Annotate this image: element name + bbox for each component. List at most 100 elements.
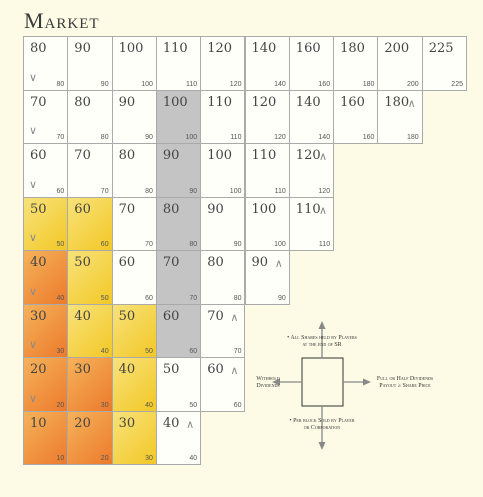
cell-value: 90 bbox=[278, 294, 286, 302]
cell-value: 200 bbox=[407, 80, 419, 88]
cell-price: 100 bbox=[118, 41, 144, 56]
legend-down-text: • Per block Sold by Player or Corporation bbox=[289, 418, 355, 431]
cell-value: 40 bbox=[100, 348, 109, 355]
market-cell: 180 180 ∧ bbox=[377, 89, 423, 144]
cell-value: 60 bbox=[189, 348, 198, 355]
cell-price: 90 bbox=[251, 255, 269, 270]
cell-price: 80 bbox=[30, 41, 47, 56]
market-cell: 120 120 bbox=[244, 89, 290, 144]
cell-price: 100 bbox=[251, 201, 277, 217]
market-cell: 60 60 ∨ bbox=[23, 143, 69, 198]
arrow-down-icon: ∨ bbox=[29, 338, 38, 351]
cell-price: 20 bbox=[74, 415, 91, 431]
cell-value: 80 bbox=[145, 187, 153, 195]
market-cell: 20 20 bbox=[67, 410, 113, 465]
arrow-down-icon: ∨ bbox=[29, 231, 38, 244]
arrow-up-icon: ∧ bbox=[319, 150, 328, 163]
cell-price: 70 bbox=[30, 94, 47, 110]
market-cell: 40 40 ∨ bbox=[23, 250, 69, 305]
market-cell: 30 30 ∨ bbox=[23, 303, 69, 358]
cell-price: 80 bbox=[162, 201, 180, 217]
cell-value: 40 bbox=[145, 401, 153, 409]
cell-value: 80 bbox=[100, 134, 109, 141]
market-cell: 30 30 bbox=[111, 410, 157, 465]
market-cell: 70 70 bbox=[155, 250, 202, 305]
cell-value: 60 bbox=[100, 241, 109, 248]
market-cell: 90 90 ∧ bbox=[244, 250, 290, 305]
cell-price: 110 bbox=[295, 201, 321, 217]
cell-value: 30 bbox=[145, 455, 153, 462]
cell-value: 110 bbox=[230, 134, 242, 141]
legend-arrow-down-head bbox=[318, 442, 326, 450]
cell-price: 60 bbox=[74, 201, 91, 217]
cell-price: 110 bbox=[207, 94, 233, 110]
market-cell: 160 160 bbox=[333, 89, 379, 144]
arrow-up-icon: ∧ bbox=[274, 257, 283, 270]
cell-value: 80 bbox=[189, 241, 198, 248]
cell-price: 40 bbox=[162, 415, 180, 431]
cell-price: 60 bbox=[118, 255, 136, 270]
cell-value: 100 bbox=[229, 187, 242, 195]
cell-value: 50 bbox=[100, 294, 109, 302]
cell-value: 20 bbox=[100, 455, 109, 462]
cell-value: 80 bbox=[56, 80, 65, 88]
cell-price: 60 bbox=[162, 308, 180, 324]
cell-value: 70 bbox=[189, 294, 198, 302]
cell-price: 120 bbox=[207, 41, 233, 56]
cell-value: 120 bbox=[318, 187, 331, 195]
cell-price: 50 bbox=[118, 308, 136, 324]
market-cell: 100 100 bbox=[111, 36, 157, 91]
legend-up-text: • All Shares held by Players at the end o… bbox=[287, 335, 357, 348]
cell-value: 60 bbox=[233, 401, 242, 409]
cell-value: 40 bbox=[189, 455, 198, 462]
cell-price: 80 bbox=[74, 94, 91, 110]
arrow-down-icon: ∨ bbox=[29, 177, 38, 191]
legend-left-text: Withhold Dividends bbox=[256, 376, 280, 389]
cell-value: 80 bbox=[233, 294, 242, 302]
cell-price: 30 bbox=[30, 308, 47, 324]
cell-value: 100 bbox=[141, 80, 153, 88]
cell-price: 60 bbox=[30, 148, 47, 163]
cell-value: 140 bbox=[318, 134, 331, 141]
cell-value: 225 bbox=[451, 80, 463, 88]
cell-price: 80 bbox=[207, 255, 224, 270]
cell-price: 120 bbox=[295, 148, 321, 163]
arrow-up-icon: ∧ bbox=[230, 364, 239, 377]
cell-price: 110 bbox=[162, 41, 188, 56]
cell-price: 40 bbox=[118, 362, 136, 377]
cell-price: 10 bbox=[30, 415, 47, 431]
page-title: Market bbox=[24, 8, 100, 33]
cell-value: 30 bbox=[56, 348, 65, 355]
cell-value: 120 bbox=[229, 80, 242, 88]
cell-price: 160 bbox=[340, 94, 365, 110]
market-cell: 40 40 ∧ bbox=[155, 410, 202, 465]
market-cell: 30 30 bbox=[67, 357, 113, 412]
legend-arrow-up-head bbox=[318, 321, 326, 329]
cell-value: 110 bbox=[274, 187, 286, 195]
cell-price: 40 bbox=[30, 255, 47, 270]
market-cell: 120 120 bbox=[200, 36, 246, 91]
cell-value: 110 bbox=[186, 80, 198, 88]
cell-price: 70 bbox=[162, 255, 180, 270]
cell-price: 140 bbox=[251, 41, 277, 56]
arrow-up-icon: ∧ bbox=[319, 203, 328, 217]
cell-price: 30 bbox=[74, 362, 91, 377]
cell-price: 80 bbox=[118, 148, 136, 163]
cell-value: 60 bbox=[56, 187, 65, 195]
cell-price: 30 bbox=[118, 415, 136, 431]
market-cell: 60 60 ∧ bbox=[200, 357, 246, 412]
cell-price: 100 bbox=[207, 148, 233, 163]
cell-value: 110 bbox=[318, 241, 331, 248]
market-cell: 10 10 bbox=[23, 410, 69, 465]
market-cell: 120 120 ∧ bbox=[288, 143, 335, 198]
cell-price: 40 bbox=[74, 308, 91, 324]
cell-price: 140 bbox=[295, 94, 321, 110]
cell-price: 200 bbox=[384, 41, 410, 56]
legend-right-text: Full or Half Dividends Payout ≥ Share Pri… bbox=[376, 376, 434, 389]
cell-value: 70 bbox=[100, 187, 109, 195]
cell-price: 70 bbox=[207, 308, 224, 324]
cell-price: 90 bbox=[118, 94, 136, 110]
cell-value: 90 bbox=[100, 80, 109, 88]
